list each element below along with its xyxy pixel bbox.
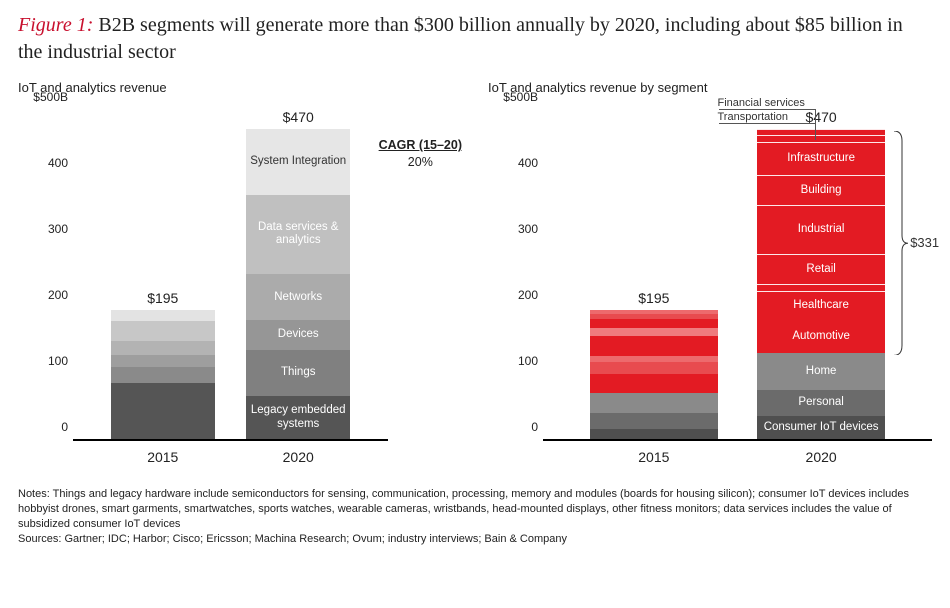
bar-column: Legacy embedded systemsThingsDevicesNetw… xyxy=(246,129,350,439)
bar-segment xyxy=(590,314,718,319)
bar-segment: System Integration xyxy=(246,129,350,195)
bar-segment: Home xyxy=(757,353,885,389)
chart-left-title: IoT and analytics revenue xyxy=(18,80,458,95)
bar-segment xyxy=(590,362,718,374)
y-tick: 200 xyxy=(518,288,538,302)
x-axis-label: 2020 xyxy=(246,449,350,465)
y-tick: 400 xyxy=(48,156,68,170)
bar-segment xyxy=(111,321,215,341)
chart-right: IoT and analytics revenue by segment $50… xyxy=(488,80,932,471)
callout-leader xyxy=(815,123,816,141)
chart-left: IoT and analytics revenue $500B 0 100 200 30… xyxy=(18,80,458,471)
bar-segment: Data services & analytics xyxy=(246,195,350,274)
x-labels-right: 2015 2020 xyxy=(543,445,932,471)
figure-label: Figure 1: xyxy=(18,14,93,36)
y-tick: 200 xyxy=(48,288,68,302)
bar-segment: Networks xyxy=(246,274,350,320)
bar-segment: Automotive xyxy=(757,320,885,353)
charts-row: IoT and analytics revenue $500B 0 100 200 30… xyxy=(18,80,932,471)
sources-text: Sources: Gartner; IDC; Harbor; Cisco; Er… xyxy=(18,532,932,547)
notes-text: Notes: Things and legacy hardware includ… xyxy=(18,487,932,532)
bar-column: Consumer IoT devicesPersonalHomeAutomoti… xyxy=(757,129,885,439)
y-tick: 100 xyxy=(518,354,538,368)
chart-right-plot: $500B0100200300400 $195Consumer IoT devi… xyxy=(488,111,932,471)
figure-title: Figure 1: B2B segments will generate mor… xyxy=(18,12,932,66)
bracket-icon xyxy=(892,131,910,355)
chart-right-title: IoT and analytics revenue by segment xyxy=(488,80,932,95)
figure-caption: B2B segments will generate more than $30… xyxy=(18,14,903,63)
y-tick: 400 xyxy=(518,156,538,170)
bar-segment xyxy=(590,310,718,314)
bar-column: $195 xyxy=(111,310,215,439)
bar-segment: Devices xyxy=(246,320,350,350)
bar-segment xyxy=(590,393,718,413)
y-tick: 300 xyxy=(48,222,68,236)
bar-segment xyxy=(590,429,718,439)
bar-total-label: $470 xyxy=(246,109,350,125)
callout-label: Financial services xyxy=(718,97,805,109)
bar-segment xyxy=(590,413,718,430)
y-tick: 100 xyxy=(48,354,68,368)
bar-segment: Building xyxy=(757,175,885,205)
bar-segment: Healthcare xyxy=(757,291,885,321)
bar-segment xyxy=(111,383,215,439)
bar-total-label: $195 xyxy=(590,290,718,306)
bar-segment xyxy=(757,284,885,291)
bar-segment: Consumer IoT devices xyxy=(757,416,885,439)
y-axis-right: $500B0100200300400 xyxy=(488,111,538,441)
x-axis-label: 2015 xyxy=(590,449,718,465)
chart-left-plot: $500B0100200300400 $195Legacy embedded s… xyxy=(18,111,458,471)
bar-segment xyxy=(590,356,718,363)
bar-segment: Legacy embedded systems xyxy=(246,396,350,439)
bar-segment xyxy=(757,129,885,136)
bar-column: $195 xyxy=(590,310,718,439)
bar-segment: Personal xyxy=(757,390,885,416)
bar-segment xyxy=(111,355,215,367)
callout-leader xyxy=(719,123,816,124)
y-tick: $500B xyxy=(503,90,538,104)
bar-segment xyxy=(590,336,718,356)
cagr-header: CAGR (15–20) xyxy=(379,137,462,154)
bar-total-label: $195 xyxy=(111,290,215,306)
plot-area-right: $195 Consumer IoT devicesPersonalHomeAuto… xyxy=(543,111,932,441)
x-axis-label: 2020 xyxy=(757,449,885,465)
bar-segment: Infrastructure xyxy=(757,142,885,175)
bar-segment: Industrial xyxy=(757,205,885,255)
bar-segment xyxy=(590,328,718,336)
callout-label: Transportation xyxy=(718,111,789,123)
bar-segment xyxy=(590,374,718,392)
bracket-value: $331 xyxy=(910,235,939,250)
y-tick: 0 xyxy=(531,420,538,434)
cagr-annotation: CAGR (15–20) 20% xyxy=(379,137,462,171)
bar-segment xyxy=(757,135,885,142)
y-tick: $500B xyxy=(33,90,68,104)
y-axis-left: $500B0100200300400 xyxy=(18,111,68,441)
bar-segment xyxy=(590,319,718,328)
bar-segment xyxy=(111,367,215,383)
y-tick: 300 xyxy=(518,222,538,236)
bar-segment: Things xyxy=(246,350,350,396)
bar-segment: Retail xyxy=(757,254,885,284)
cagr-value: 20% xyxy=(379,154,462,171)
plot-area-left: $195 Legacy embedded systemsThingsDevices… xyxy=(73,111,388,441)
notes-block: Notes: Things and legacy hardware includ… xyxy=(18,487,932,546)
x-axis-label: 2015 xyxy=(111,449,215,465)
callout-leader xyxy=(719,109,816,110)
y-tick: 0 xyxy=(61,420,68,434)
bar-segment xyxy=(111,341,215,356)
bar-segment xyxy=(111,310,215,321)
x-labels-left: 2015 2020 xyxy=(73,445,388,471)
